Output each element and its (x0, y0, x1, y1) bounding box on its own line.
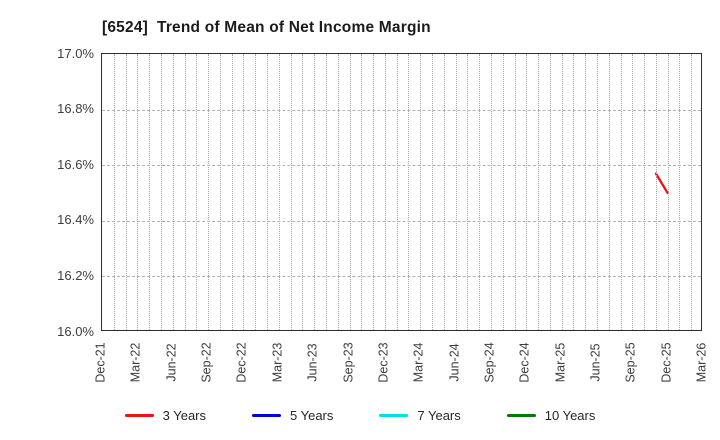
v-gridline (361, 54, 363, 330)
v-gridline (667, 54, 669, 330)
y-tick-label: 16.8% (57, 101, 94, 117)
y-tick-label: 16.4% (57, 212, 94, 228)
v-gridline (125, 54, 127, 330)
x-tick-label: Jun-23 (305, 343, 320, 382)
v-gridline (408, 54, 410, 330)
v-gridline (384, 54, 386, 330)
v-gridline (396, 54, 398, 330)
legend-item-3-years: 3 Years (124, 407, 206, 423)
h-gridline (102, 276, 701, 278)
v-gridline (679, 54, 681, 330)
v-gridline (549, 54, 551, 330)
v-gridline (502, 54, 504, 330)
legend-label: 5 Years (290, 407, 334, 423)
v-gridline (420, 54, 422, 330)
legend-item-10-years: 10 Years (506, 407, 596, 423)
x-tick-label: Sep-24 (482, 342, 497, 383)
x-tick-label: Dec-25 (659, 342, 674, 383)
v-gridline (479, 54, 481, 330)
v-gridline (691, 54, 693, 330)
chart-title: [6524] Trend of Mean of Net Income Margi… (102, 19, 431, 36)
v-gridline (596, 54, 598, 330)
v-gridline (620, 54, 622, 330)
v-gridline (314, 54, 316, 330)
v-gridline (349, 54, 351, 330)
v-gridline (302, 54, 304, 330)
h-gridline (102, 165, 701, 167)
v-gridline (337, 54, 339, 330)
x-tick-label: Jun-24 (447, 343, 461, 382)
x-tick-label: Jun-25 (588, 343, 603, 382)
x-tick-label: Sep-22 (199, 342, 214, 383)
v-gridline (632, 54, 634, 330)
v-gridline (172, 54, 174, 330)
y-tick-label: 17.0% (57, 45, 94, 61)
v-gridline (290, 54, 292, 330)
legend-line-swatch (379, 413, 409, 417)
legend-item-5-years: 5 Years (252, 408, 333, 423)
x-tick-label: Mar-25 (553, 342, 568, 383)
legend-line-swatch (252, 413, 281, 417)
legend-label: 7 Years (417, 407, 461, 423)
v-gridline (526, 54, 528, 330)
data-line-layer (654, 172, 669, 195)
v-gridline (231, 54, 233, 330)
x-tick-label: Mar-26 (694, 342, 709, 383)
x-tick-label: Jun-22 (164, 343, 179, 382)
y-tick-label: 16.6% (57, 156, 94, 172)
x-tick-label: Dec-21 (93, 342, 108, 383)
v-gridline (561, 54, 563, 330)
v-gridline (585, 54, 587, 330)
v-gridline (325, 54, 327, 330)
v-gridline (278, 54, 280, 330)
v-gridline (255, 54, 257, 330)
series-line-3-years (654, 172, 669, 195)
x-tick-label: Mar-24 (411, 342, 426, 383)
x-tick-label: Mar-22 (128, 342, 143, 383)
v-gridline (443, 54, 445, 330)
v-gridline (137, 54, 139, 330)
plot-area (101, 53, 702, 331)
v-gridline (373, 54, 374, 330)
v-gridline (514, 54, 516, 330)
v-gridline (184, 54, 186, 330)
legend-line-swatch (506, 413, 536, 417)
legend-item-7-years: 7 Years (379, 407, 461, 423)
x-tick-label: Mar-23 (270, 342, 285, 383)
v-gridline (432, 54, 433, 330)
legend-label: 10 Years (544, 407, 596, 423)
v-gridline (113, 54, 115, 330)
v-gridline (208, 54, 210, 330)
v-gridline (219, 54, 221, 330)
v-gridline (467, 54, 469, 330)
v-gridline (644, 54, 646, 330)
y-tick-label: 16.2% (57, 267, 94, 283)
x-tick-label: Dec-23 (376, 342, 391, 383)
legend-label: 3 Years (162, 407, 206, 423)
legend-line-swatch (124, 413, 154, 417)
x-tick-label: Sep-23 (341, 342, 355, 383)
v-gridline (196, 54, 198, 330)
h-gridline (102, 220, 701, 222)
v-gridline (160, 54, 162, 330)
h-gridline (102, 109, 701, 111)
v-gridline (149, 54, 151, 330)
y-tick-label: 16.0% (57, 323, 94, 339)
v-gridline (655, 54, 657, 330)
v-gridline (267, 54, 268, 330)
legend: 3 Years 5 Years 7 Years 10 Years (0, 404, 720, 426)
x-tick-label: Sep-25 (623, 342, 638, 383)
v-gridline (455, 54, 457, 330)
x-tick-label: Dec-24 (517, 342, 532, 383)
v-gridline (243, 54, 245, 330)
v-gridline (573, 54, 575, 330)
v-gridline (608, 54, 610, 330)
v-gridline (538, 54, 539, 330)
v-gridline (490, 54, 492, 330)
x-tick-label: Dec-22 (234, 342, 249, 383)
